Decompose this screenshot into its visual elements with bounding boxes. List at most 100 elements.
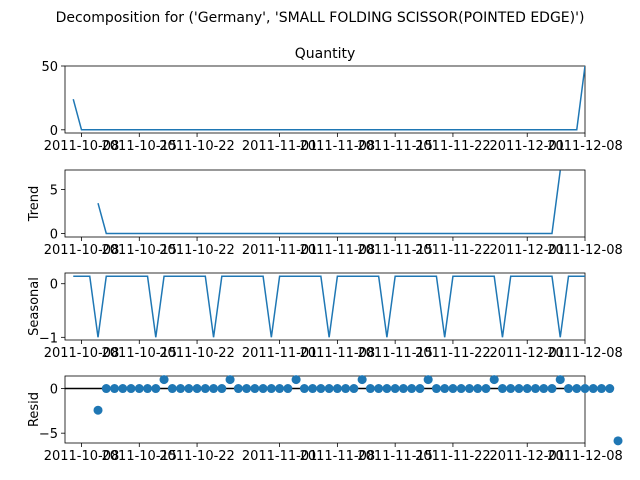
- resid-axes-frame: [64, 375, 586, 444]
- resid-point: [176, 384, 186, 394]
- resid-point: [324, 384, 334, 394]
- observed-axes-frame: [64, 65, 586, 134]
- resid-point: [242, 384, 252, 394]
- resid-point: [580, 384, 590, 394]
- resid-point: [489, 375, 499, 385]
- trend-x-tick-label: 2011-10-22: [159, 243, 235, 258]
- observed-x-tick-label: 2011-10-08: [44, 139, 120, 154]
- resid-y-tick-label: 0: [50, 383, 58, 398]
- resid-point: [448, 384, 458, 394]
- trend-x-tick-label: 2011-11-08: [300, 243, 376, 258]
- resid-point: [473, 384, 483, 394]
- observed-x-tick-label: 2011-12-08: [547, 139, 623, 154]
- resid-point: [349, 384, 359, 394]
- resid-point: [398, 384, 408, 394]
- resid-point: [506, 384, 516, 394]
- resid-point: [250, 384, 260, 394]
- resid-point: [415, 384, 425, 394]
- resid-point: [291, 375, 301, 385]
- resid-point: [514, 384, 524, 394]
- resid-point: [151, 384, 161, 394]
- resid-point: [118, 384, 128, 394]
- resid-point: [522, 384, 532, 394]
- resid-x-tick-label: 2011-10-22: [159, 449, 235, 464]
- seasonal-x-tick-label: 2011-10-22: [159, 346, 235, 361]
- resid-point: [134, 384, 144, 394]
- resid-point: [572, 384, 582, 394]
- observed-x-tick-label: 2011-12-01: [489, 139, 565, 154]
- resid-x-tick-label: 2011-12-08: [547, 449, 623, 464]
- observed-y-tick-label: 0: [50, 124, 58, 139]
- seasonal-x-tick-label: 2011-11-08: [300, 346, 376, 361]
- resid-y-label: Resid: [27, 392, 42, 427]
- resid-point: [597, 384, 607, 394]
- resid-x-tick-label: 2011-10-08: [44, 449, 120, 464]
- seasonal-x-tick-label: 2011-10-08: [44, 346, 120, 361]
- resid-point: [332, 384, 342, 394]
- trend-x-tick-label: 2011-11-01: [242, 243, 318, 258]
- trend-y-label: Trend: [27, 186, 42, 223]
- resid-point: [192, 384, 202, 394]
- resid-point: [407, 384, 417, 394]
- trend-x-tick-label: 2011-11-15: [357, 243, 433, 258]
- resid-point: [382, 384, 392, 394]
- seasonal-axes-frame: [64, 272, 586, 341]
- resid-point: [588, 384, 598, 394]
- trend-x-tick-label: 2011-12-01: [489, 243, 565, 258]
- resid-point: [167, 384, 177, 394]
- seasonal-y-label: Seasonal: [27, 277, 42, 336]
- resid-point: [233, 384, 243, 394]
- resid-point: [530, 384, 540, 394]
- seasonal-series-line: [73, 275, 585, 338]
- resid-point: [110, 384, 120, 394]
- seasonal-x-tick-label: 2011-12-08: [547, 346, 623, 361]
- resid-point: [341, 384, 351, 394]
- resid-point: [555, 375, 565, 385]
- resid-point: [316, 384, 326, 394]
- resid-point: [497, 384, 507, 394]
- resid-point: [93, 405, 103, 415]
- resid-point: [539, 384, 549, 394]
- resid-point: [547, 384, 557, 394]
- resid-point: [101, 384, 111, 394]
- resid-point: [440, 384, 450, 394]
- seasonal-x-tick-label: 2011-12-01: [489, 346, 565, 361]
- resid-x-tick-label: 2011-12-01: [489, 449, 565, 464]
- seasonal-x-tick-label: 2011-10-15: [102, 346, 178, 361]
- resid-point: [209, 384, 219, 394]
- seasonal-x-tick-label: 2011-11-22: [415, 346, 491, 361]
- resid-point: [299, 384, 309, 394]
- resid-point: [431, 384, 441, 394]
- trend-x-tick-label: 2011-11-22: [415, 243, 491, 258]
- resid-point: [481, 384, 491, 394]
- trend-y-tick-label: 0: [50, 227, 58, 242]
- trend-axes-frame: [64, 169, 586, 238]
- resid-point: [423, 375, 433, 385]
- observed-x-tick-label: 2011-11-01: [242, 139, 318, 154]
- observed-x-tick-label: 2011-11-15: [357, 139, 433, 154]
- resid-x-tick-label: 2011-11-15: [357, 449, 433, 464]
- seasonal-x-tick-label: 2011-11-15: [357, 346, 433, 361]
- resid-point: [456, 384, 466, 394]
- resid-point: [464, 384, 474, 394]
- resid-point: [225, 375, 235, 385]
- observed-x-tick-label: 2011-11-22: [415, 139, 491, 154]
- seasonal-y-tick-label: 0: [50, 278, 58, 293]
- resid-point: [283, 384, 293, 394]
- observed-series-line: [72, 66, 585, 131]
- observed-x-tick-label: 2011-10-15: [102, 139, 178, 154]
- seasonal-y-tick-label: −1: [39, 331, 58, 346]
- trend-x-tick-label: 2011-10-15: [102, 243, 178, 258]
- resid-point: [390, 384, 400, 394]
- resid-point: [258, 384, 268, 394]
- trend-x-tick-label: 2011-12-08: [547, 243, 623, 258]
- observed-x-tick-label: 2011-11-08: [300, 139, 376, 154]
- trend-x-tick-label: 2011-10-08: [44, 243, 120, 258]
- resid-point: [563, 384, 573, 394]
- resid-point: [143, 384, 153, 394]
- resid-point: [374, 384, 384, 394]
